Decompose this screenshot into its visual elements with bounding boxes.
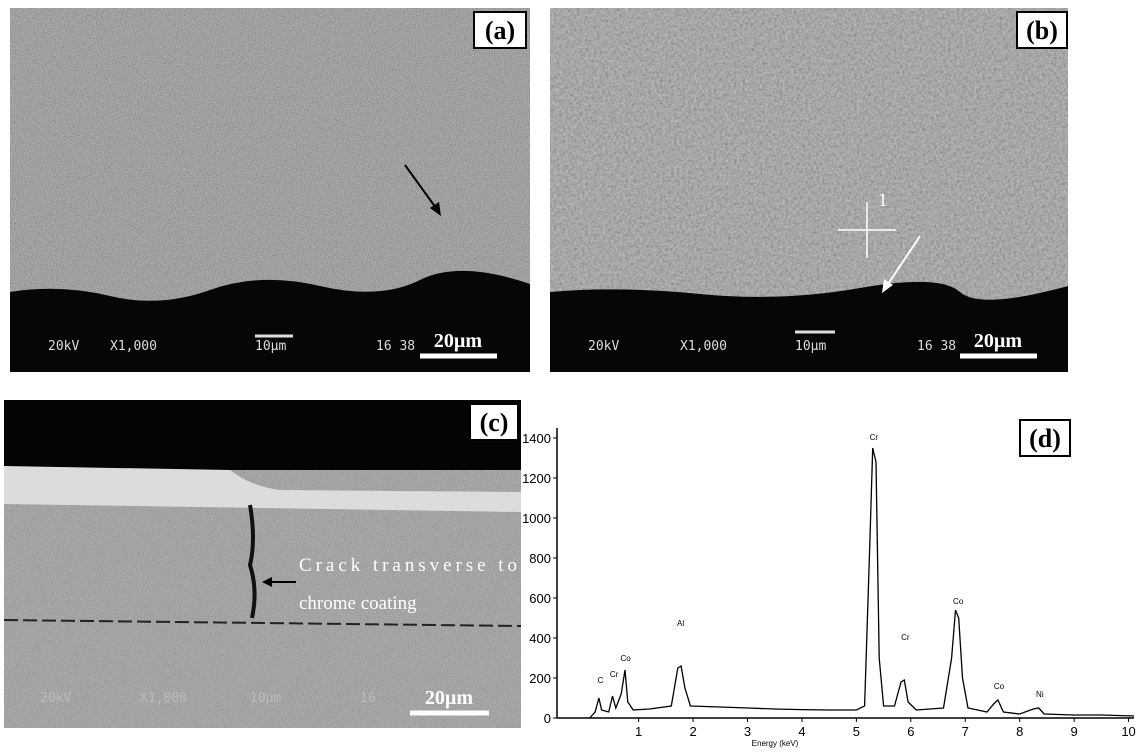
peak-label: Cr	[901, 633, 910, 642]
x-tick-label: 10	[1121, 724, 1135, 739]
peak-label: Cr	[870, 433, 879, 442]
peak-label: Al	[677, 619, 684, 628]
panel-a: 20kV X1,000 10µm 16 38 20µm (a)	[10, 8, 530, 372]
info: 20kV	[40, 691, 71, 706]
info: 10µm	[255, 339, 286, 354]
peak-label: C	[598, 676, 604, 685]
info: 10µm	[795, 339, 826, 354]
info: 16 38	[376, 339, 415, 354]
info: X1,000	[680, 339, 727, 354]
x-tick-label: 4	[798, 724, 805, 739]
peak-label: Co	[994, 682, 1005, 691]
spectrum-line	[590, 448, 1134, 718]
y-tick-label: 400	[529, 631, 551, 646]
y-tick-label: 1400	[522, 431, 551, 446]
x-tick-label: 9	[1071, 724, 1078, 739]
x-tick-label: 5	[853, 724, 860, 739]
info: 20kV	[48, 339, 79, 354]
x-tick-label: 3	[744, 724, 751, 739]
scale-bar: 20µm	[974, 330, 1023, 352]
x-tick-label: 7	[962, 724, 969, 739]
peak-label: Ni	[1036, 690, 1044, 699]
scale-bar: 20µm	[425, 687, 474, 709]
info: 20kV	[588, 339, 619, 354]
figure: 20kV X1,000 10µm 16 38 20µm (a) 20kV X1,…	[0, 0, 1136, 752]
panel-b: 20kV X1,000 10µm 16 38 20µm 1 (b)	[550, 8, 1068, 372]
x-tick-label: 6	[907, 724, 914, 739]
panel-c: 20kV X1,000 10µm 16 20µm Crack transvers…	[4, 400, 521, 728]
annotation: Crack transverse to	[299, 555, 517, 576]
y-tick-label: 200	[529, 671, 551, 686]
info: 16	[360, 691, 376, 706]
y-tick-label: 1200	[522, 471, 551, 486]
panel-d: (d) Energy (keV) 02004006008001000120014…	[522, 420, 1136, 748]
y-tick-label: 800	[529, 551, 551, 566]
y-tick-label: 600	[529, 591, 551, 606]
peak-label: Co	[620, 654, 631, 663]
peak-label: Co	[953, 597, 964, 606]
x-tick-label: 2	[689, 724, 696, 739]
panel-label: (c)	[480, 408, 509, 437]
annotation: chrome coating	[299, 593, 417, 614]
info: 16 38	[917, 339, 956, 354]
x-tick-label: 1	[635, 724, 642, 739]
x-tick-label: 8	[1016, 724, 1023, 739]
x-axis-label: Energy (keV)	[752, 739, 799, 748]
y-tick-label: 0	[544, 711, 551, 726]
peak-label: Cr	[610, 670, 619, 679]
info: X1,000	[110, 339, 157, 354]
info: X1,000	[140, 691, 187, 706]
info: 10µm	[250, 691, 281, 706]
point-label: 1	[878, 190, 888, 211]
scale-bar: 20µm	[434, 330, 483, 352]
panel-label: (b)	[1026, 16, 1058, 45]
panel-label: (d)	[1029, 424, 1061, 453]
y-tick-label: 1000	[522, 511, 551, 526]
panel-label: (a)	[485, 16, 515, 45]
